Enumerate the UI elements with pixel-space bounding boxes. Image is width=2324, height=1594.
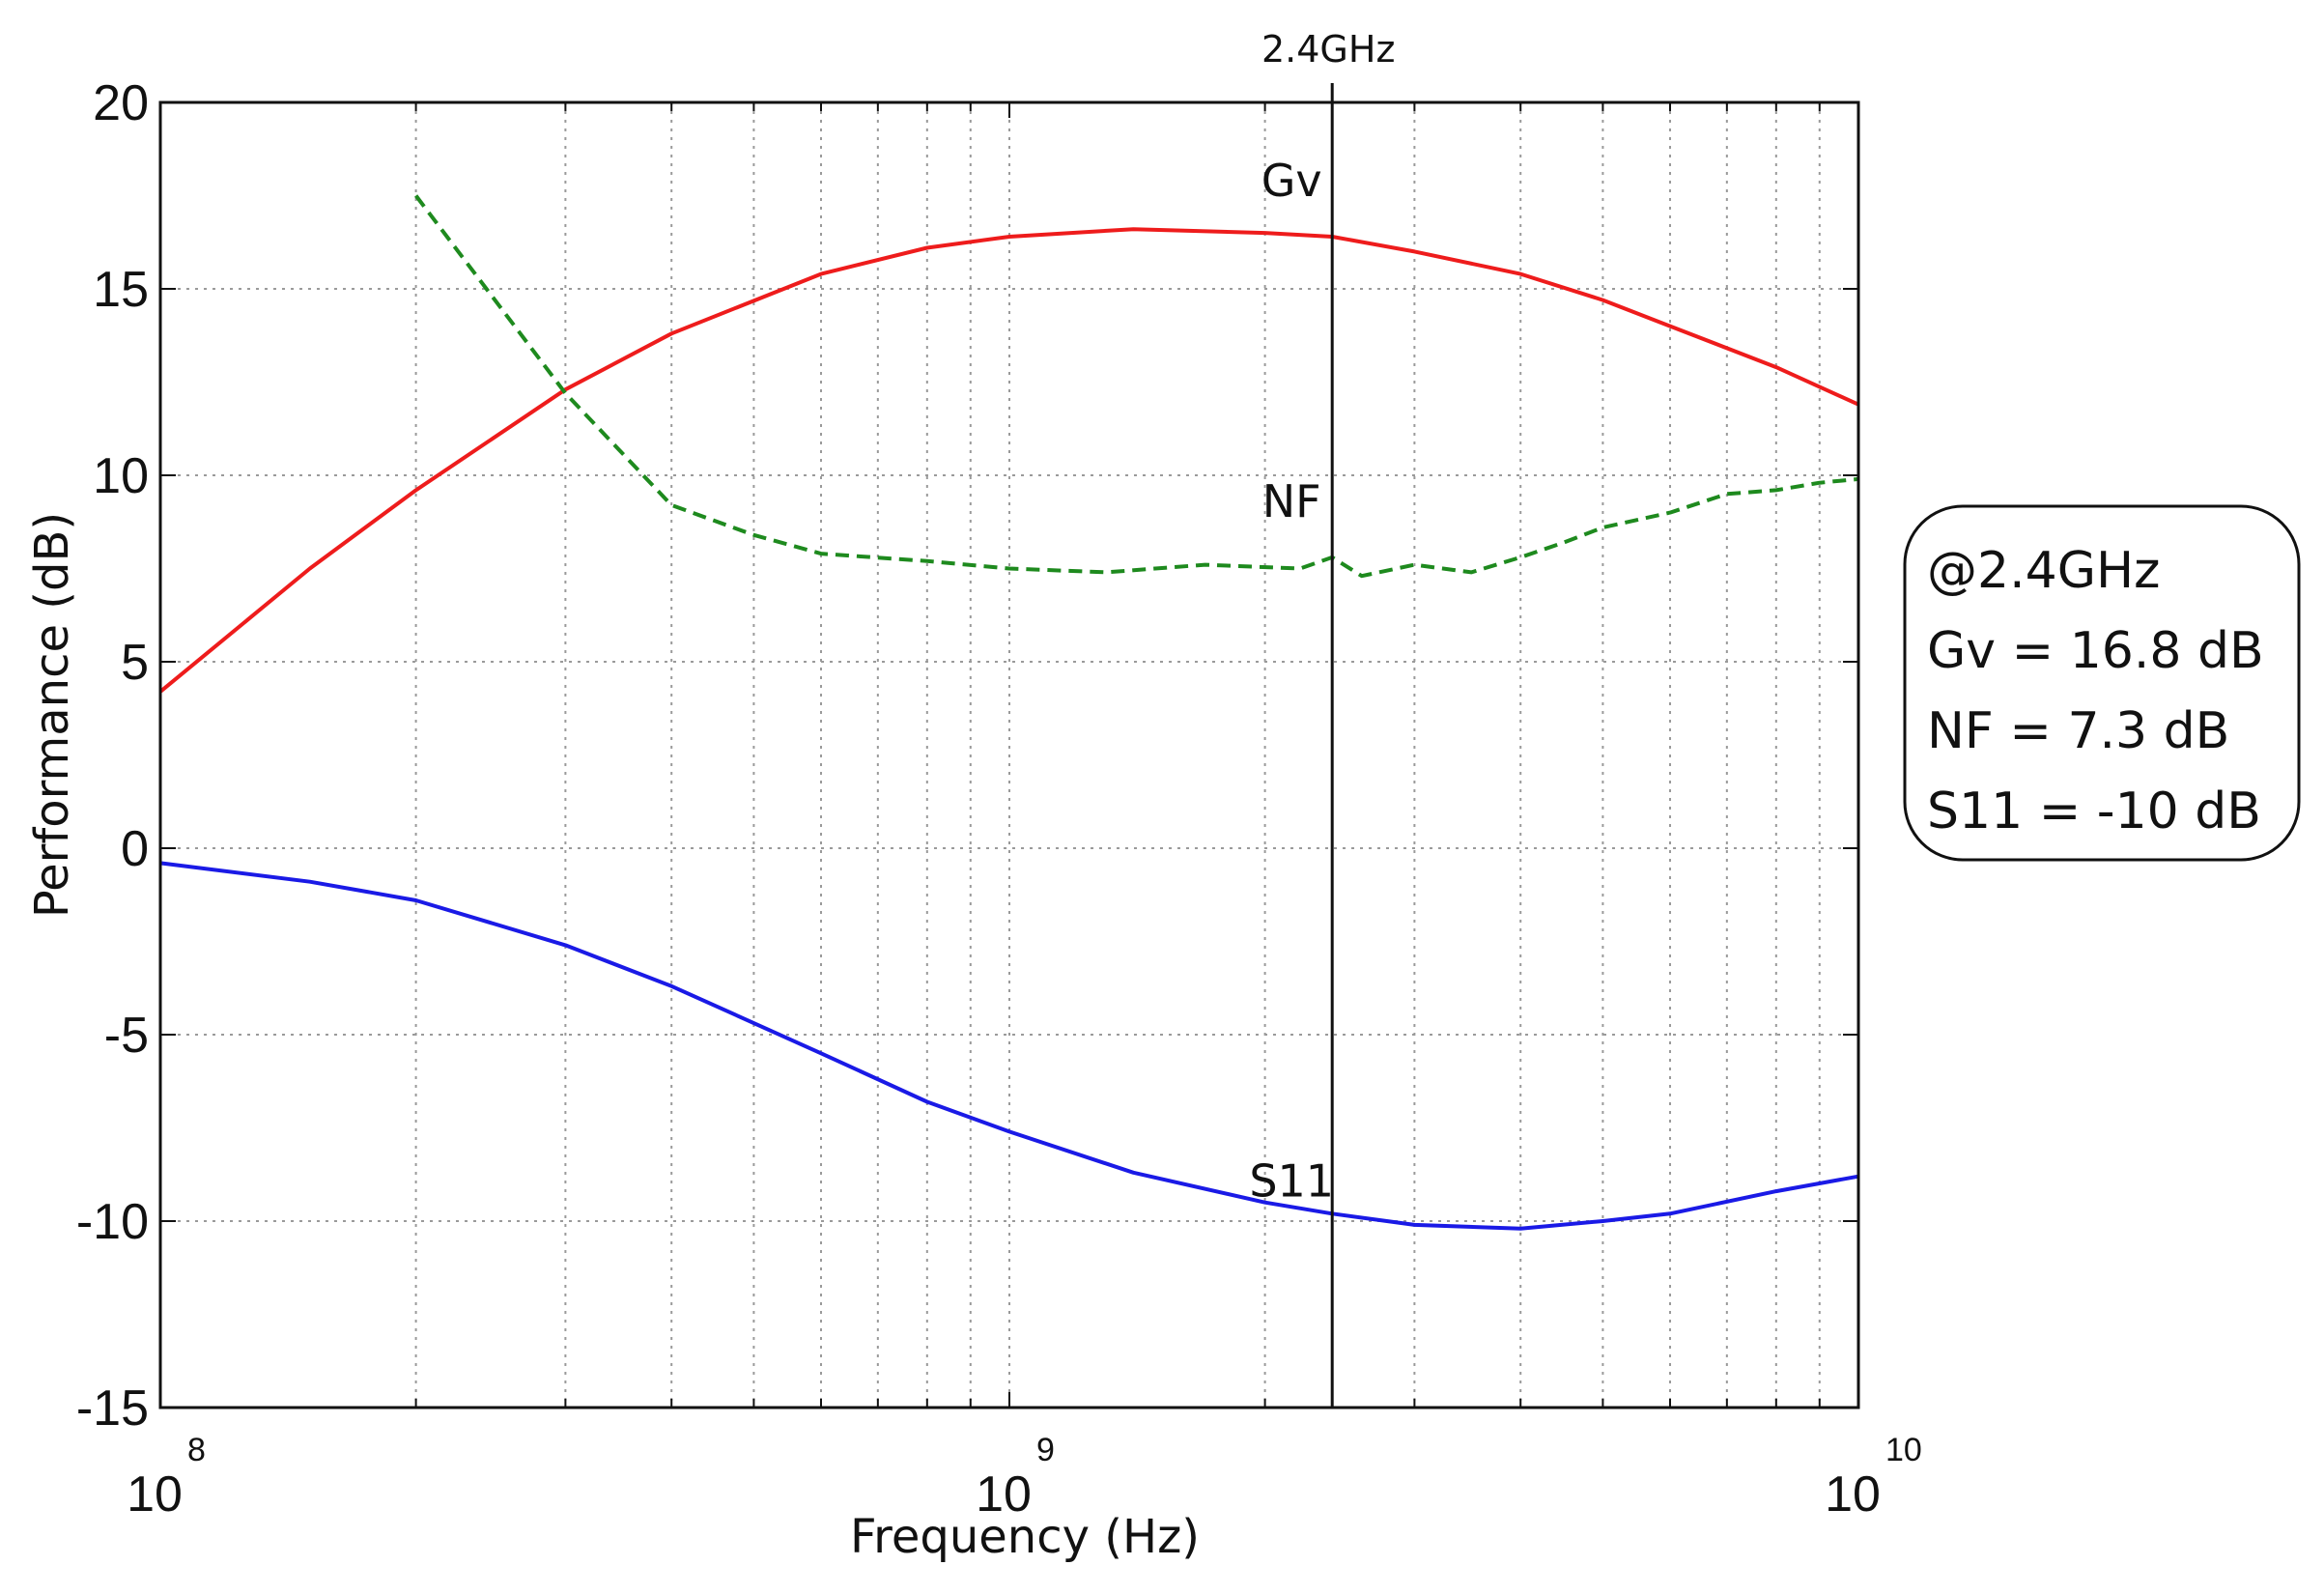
info-box-frame [1903,504,2301,862]
series-line-gv [158,227,1859,694]
marker-label: 2.4GHz [1261,28,1395,71]
y-tick-label: 20 [93,75,149,131]
x-axis-title: Frequency (Hz) [850,1510,1200,1564]
x-tick-label-base: 10 [976,1466,1032,1523]
x-tick-label-base: 10 [127,1466,183,1523]
y-tick-label: 0 [121,821,149,877]
y-tick-label: 15 [93,262,149,318]
y-tick-labels: -15 -10 -5 0 5 10 15 20 [76,75,149,1437]
y-tick-label: -5 [104,1008,149,1064]
tick-marks [160,101,1858,1409]
x-tick-label-exponent: 9 [1036,1432,1055,1468]
series-layer [158,194,1859,1231]
y-tick-label: 5 [121,635,149,691]
y-tick-label: 10 [93,448,149,504]
info-line-frequency: @2.4GHz [1927,542,2160,600]
info-line-gv: Gv = 16.8 dB [1927,622,2264,680]
info-line-nf: NF = 7.3 dB [1927,702,2229,760]
curve-label-nf: NF [1262,475,1321,527]
y-tick-label: -15 [76,1381,149,1437]
y-tick-label: -10 [76,1194,149,1250]
series-line-s11 [159,861,1859,1231]
curve-labels: Gv NF S11 [1249,155,1334,1207]
info-line-s11: S11 = -10 dB [1927,783,2261,840]
curve-label-s11: S11 [1249,1154,1334,1207]
y-axis-title: Performance (dB) [25,512,79,918]
curve-label-gv: Gv [1261,155,1322,207]
x-tick-label-base: 10 [1825,1466,1881,1523]
x-tick-label-exponent: 8 [187,1432,206,1468]
info-box: @2.4GHz Gv = 16.8 dB NF = 7.3 dB S11 = -… [1903,504,2301,862]
series-line-nf [414,194,1859,579]
grid [160,101,1858,1409]
x-tick-label-exponent: 10 [1885,1432,1922,1468]
